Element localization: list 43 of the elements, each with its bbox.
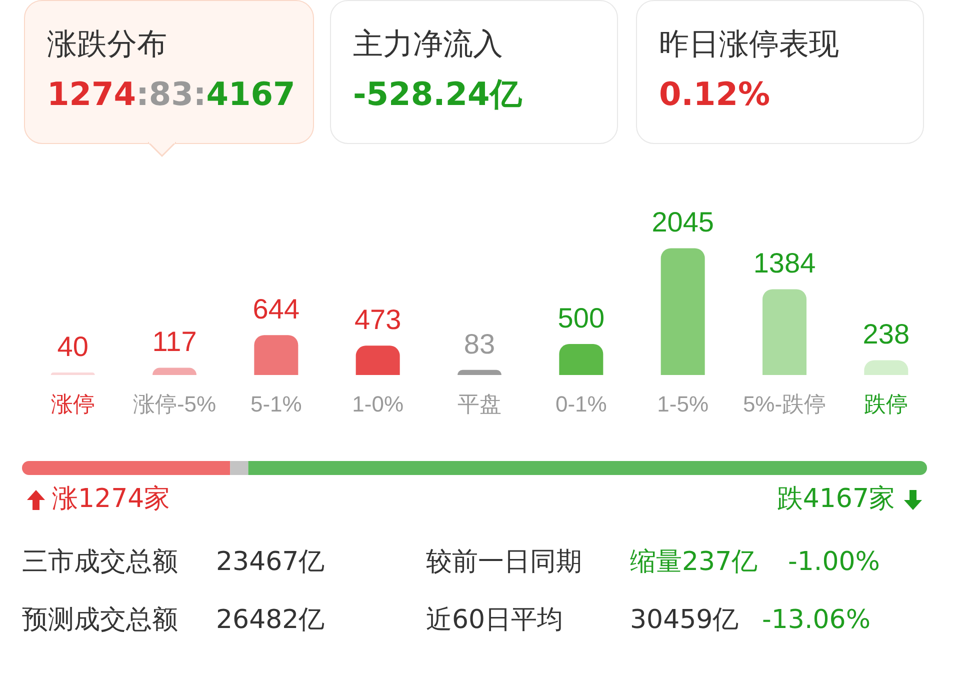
bar <box>559 344 604 375</box>
bar <box>254 335 298 375</box>
bar <box>762 289 806 375</box>
x-tick-label: 1-0% <box>352 392 404 416</box>
text: 三市成交总额 <box>22 546 178 579</box>
bar <box>356 346 400 375</box>
data-label: 1384 <box>753 248 816 279</box>
text: 近60日平均 <box>426 604 564 637</box>
data-label: 40 <box>57 331 88 362</box>
data-label: 500 <box>558 302 605 334</box>
text: 26482亿 <box>216 604 325 637</box>
text: 1274:83:4167 <box>47 75 296 113</box>
text: 30459亿 <box>630 604 739 637</box>
x-tick-label: 5-1% <box>250 392 302 416</box>
data-label: 238 <box>862 318 910 350</box>
text: 23467亿 <box>216 546 325 579</box>
x-tick-label: 5%-跌停 <box>742 392 826 416</box>
data-label: 644 <box>252 294 300 325</box>
text: 缩量237亿 <box>630 546 758 579</box>
data-label: 117 <box>152 326 197 358</box>
x-tick-label: 涨停 <box>50 392 95 416</box>
bar <box>458 370 502 375</box>
x-tick-label: 涨停-5% <box>132 392 216 416</box>
data-label: 2045 <box>652 206 714 238</box>
x-tick-label: 1-5% <box>657 392 709 416</box>
text: 昨日涨停表现 <box>659 26 840 64</box>
text: 涨1274家 <box>52 483 170 516</box>
data-label: 83 <box>464 328 496 360</box>
x-tick-label: 0-1% <box>555 392 607 416</box>
data-label: 473 <box>354 304 402 336</box>
x-tick-label: 平盘 <box>458 392 502 416</box>
text: 0.12% <box>659 75 770 113</box>
text: -13.06% <box>762 604 871 637</box>
text: -1.00% <box>788 546 880 579</box>
text: 涨跌分布 <box>47 26 168 64</box>
bar <box>660 248 705 375</box>
bar <box>864 360 908 375</box>
text: 较前一日同期 <box>426 546 582 579</box>
x-tick-label: 跌停 <box>864 392 908 416</box>
text: 主力净流入 <box>353 26 504 64</box>
text: -528.24亿 <box>353 75 522 113</box>
text: 跌4167家 <box>776 483 895 516</box>
text: 预测成交总额 <box>22 604 178 637</box>
